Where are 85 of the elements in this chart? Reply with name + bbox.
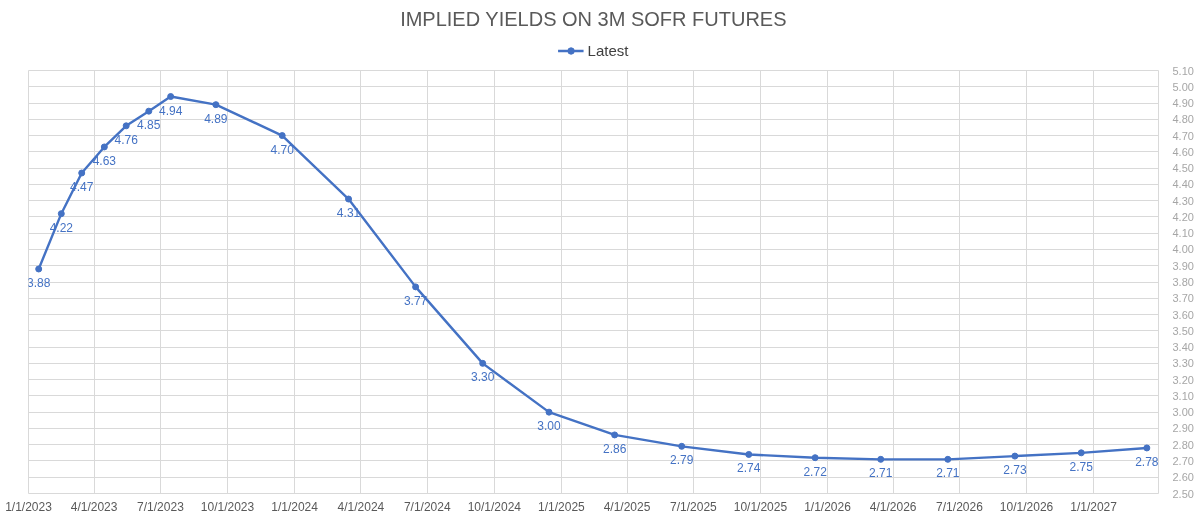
- y-tick-label: 4.40: [1172, 178, 1194, 191]
- y-tick-label: 3.10: [1172, 389, 1194, 402]
- point: [1077, 449, 1085, 457]
- point: [479, 359, 487, 367]
- point: [545, 408, 553, 416]
- x-tick-label: 10/1/2023: [200, 499, 255, 514]
- x-tick-label: 7/1/2024: [403, 499, 451, 514]
- y-tick-label: 3.30: [1172, 357, 1194, 370]
- x-tick-label: 1/1/2027: [1070, 499, 1118, 514]
- y-tick-label: 3.90: [1172, 259, 1194, 272]
- y-tick-label: 4.00: [1172, 243, 1194, 256]
- point: [167, 93, 175, 101]
- legend-label: Latest: [587, 41, 629, 59]
- y-tick-label: 3.20: [1172, 373, 1194, 386]
- point: [611, 431, 619, 439]
- y-tick-label: 4.80: [1172, 113, 1194, 126]
- data-label: 3.00: [537, 419, 562, 434]
- x-tick-label: 7/1/2023: [137, 499, 185, 514]
- data-label: 2.79: [670, 453, 694, 468]
- y-tick-label: 3.00: [1172, 406, 1194, 419]
- point: [678, 442, 686, 450]
- data-label: 4.85: [137, 118, 161, 133]
- y-tick-label: 2.60: [1172, 471, 1194, 484]
- x-tick-label: 1/1/2024: [271, 499, 319, 514]
- data-label: 2.75: [1069, 459, 1094, 474]
- data-label: 2.73: [1003, 463, 1027, 478]
- y-tick-label: 5.00: [1172, 80, 1194, 93]
- y-tick-label: 2.70: [1172, 454, 1194, 467]
- data-label: 2.71: [936, 466, 960, 481]
- data-label: 2.72: [803, 464, 828, 479]
- y-tick-label: 4.20: [1172, 210, 1194, 223]
- point: [877, 455, 885, 463]
- x-tick-label: 10/1/2024: [467, 499, 522, 514]
- point: [78, 169, 86, 177]
- y-tick-label: 4.60: [1172, 145, 1194, 158]
- point: [145, 107, 153, 115]
- x-tick-label: 10/1/2026: [999, 499, 1054, 514]
- y-tick-label: 3.60: [1172, 308, 1194, 321]
- data-label: 4.70: [270, 142, 295, 157]
- data-label: 4.94: [158, 103, 183, 118]
- y-tick-label: 2.80: [1172, 438, 1194, 451]
- data-label: 2.74: [737, 461, 761, 476]
- data-label: 3.30: [471, 370, 495, 385]
- x-tick-label: 1/1/2023: [5, 499, 53, 514]
- point: [745, 450, 753, 458]
- x-tick-label: 4/1/2025: [603, 499, 651, 514]
- x-tick-label: 7/1/2026: [936, 499, 984, 514]
- y-tick-label: 5.10: [1172, 64, 1194, 77]
- y-tick-label: 3.80: [1172, 276, 1194, 288]
- x-tick-label: 1/1/2026: [804, 499, 852, 514]
- y-tick-label: 4.70: [1172, 129, 1194, 142]
- y-tick-label: 3.70: [1172, 292, 1194, 305]
- data-label: 2.78: [1135, 454, 1159, 469]
- x-tick-label: 4/1/2023: [70, 499, 118, 514]
- point: [412, 283, 420, 291]
- data-label: 4.89: [204, 111, 228, 126]
- point: [35, 265, 43, 273]
- point: [212, 101, 220, 109]
- y-tick-label: 2.50: [1172, 487, 1194, 500]
- y-tick-label: 4.50: [1172, 162, 1194, 175]
- data-label: 2.71: [869, 466, 893, 481]
- point: [944, 455, 952, 463]
- point: [278, 132, 286, 140]
- data-label: 4.76: [114, 132, 139, 147]
- y-tick-label: 4.30: [1172, 194, 1194, 207]
- x-tick-label: 1/1/2025: [538, 499, 586, 514]
- y-tick-label: 3.40: [1172, 341, 1194, 354]
- point: [1011, 452, 1019, 460]
- point: [57, 210, 65, 218]
- point: [122, 122, 130, 130]
- y-tick-label: 4.10: [1172, 227, 1194, 240]
- data-label: 4.63: [92, 153, 117, 168]
- data-label: 2.86: [602, 441, 627, 456]
- y-tick-label: 3.50: [1172, 324, 1194, 337]
- point: [345, 195, 353, 203]
- point: [811, 454, 819, 462]
- x-tick-label: 4/1/2024: [337, 499, 385, 514]
- x-tick-label: 7/1/2025: [670, 499, 718, 514]
- chart-title: IMPLIED YIELDS ON 3M SOFR FUTURES: [400, 7, 787, 30]
- point: [1143, 444, 1151, 452]
- y-tick-label: 4.90: [1172, 97, 1194, 110]
- x-tick-label: 10/1/2025: [733, 499, 788, 514]
- x-tick-label: 4/1/2026: [869, 499, 917, 514]
- y-tick-label: 2.90: [1172, 422, 1194, 435]
- point: [100, 143, 108, 151]
